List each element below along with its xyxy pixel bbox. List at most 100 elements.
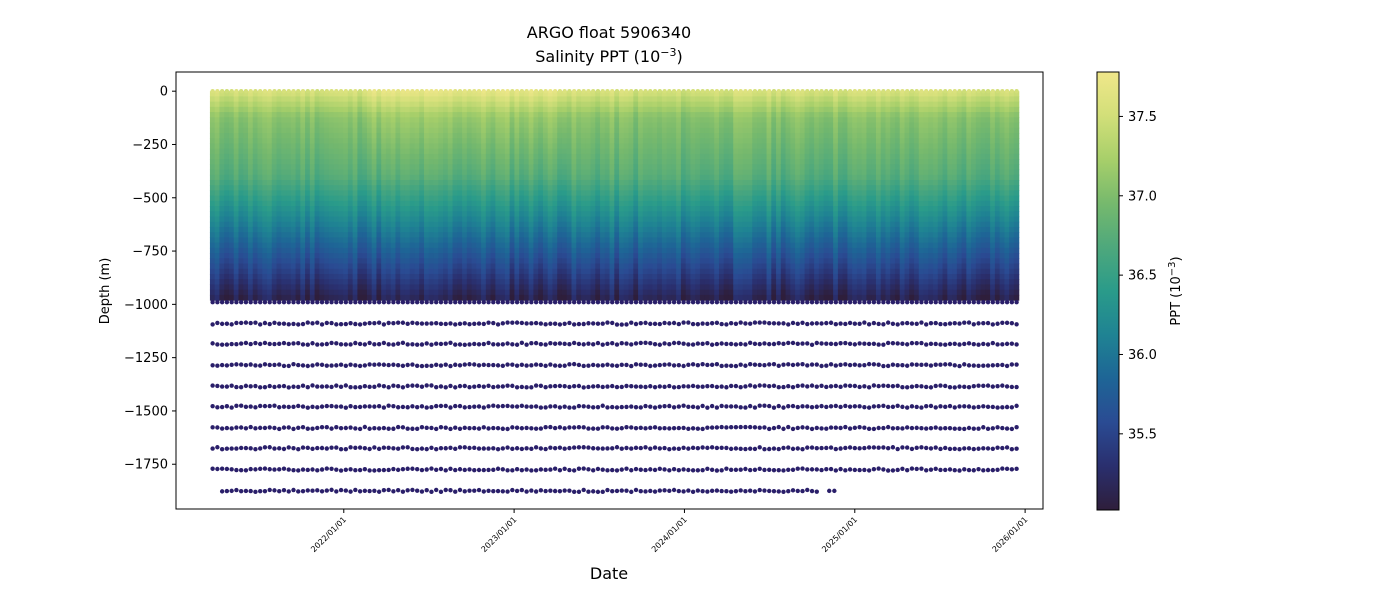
deep-point xyxy=(957,342,962,347)
deep-point xyxy=(410,404,415,409)
deep-point xyxy=(752,405,758,410)
deep-point xyxy=(505,426,510,432)
deep-point xyxy=(243,404,249,410)
deep-point xyxy=(448,426,453,432)
deep-point xyxy=(871,383,877,388)
deep-point xyxy=(457,467,463,472)
deep-point xyxy=(243,488,249,494)
deep-point xyxy=(800,341,805,346)
salinity-profile xyxy=(795,91,801,301)
deep-point xyxy=(966,425,972,431)
deep-point xyxy=(900,321,905,326)
deep-point xyxy=(467,425,472,431)
deep-point xyxy=(434,467,439,472)
deep-point xyxy=(614,384,620,390)
deep-point xyxy=(538,467,544,472)
deep-point xyxy=(581,385,586,390)
deep-point xyxy=(824,320,829,326)
deep-point xyxy=(538,383,544,388)
deep-point xyxy=(895,425,900,431)
deep-point xyxy=(405,383,410,389)
deep-point xyxy=(305,342,310,347)
deep-point xyxy=(557,425,563,430)
deep-point xyxy=(319,489,325,494)
deep-point xyxy=(376,403,382,409)
deep-point xyxy=(272,488,277,493)
surface-point xyxy=(495,88,501,94)
deep-point xyxy=(505,320,510,325)
deep-point xyxy=(224,425,230,431)
deep-point xyxy=(443,321,448,327)
deep-point xyxy=(343,300,349,305)
deep-point xyxy=(305,426,310,431)
deep-point xyxy=(467,404,472,410)
deep-point xyxy=(529,385,534,390)
deep-point xyxy=(353,340,358,346)
deep-point xyxy=(324,488,329,493)
deep-point xyxy=(291,426,296,432)
deep-point xyxy=(614,468,620,473)
deep-point xyxy=(709,362,715,368)
deep-point xyxy=(833,383,839,389)
deep-point xyxy=(767,446,772,452)
deep-point xyxy=(238,300,244,305)
deep-point xyxy=(762,362,767,368)
deep-point xyxy=(438,363,444,368)
deep-point xyxy=(591,384,596,389)
deep-point xyxy=(762,341,767,346)
deep-point xyxy=(215,300,220,305)
deep-point xyxy=(524,300,529,305)
deep-point xyxy=(776,446,781,452)
deep-point xyxy=(453,403,458,409)
surface-point xyxy=(976,88,981,94)
deep-point xyxy=(786,383,791,389)
deep-point xyxy=(914,466,919,472)
deep-point xyxy=(281,383,287,389)
deep-point xyxy=(595,466,601,472)
surface-point xyxy=(277,88,282,94)
salinity-profile xyxy=(267,91,273,301)
deep-point xyxy=(762,467,767,473)
surface-point xyxy=(876,88,881,94)
deep-point xyxy=(253,489,258,495)
deep-point xyxy=(529,404,534,409)
deep-point xyxy=(543,488,548,494)
deep-point xyxy=(857,321,862,327)
deep-point xyxy=(243,383,249,389)
deep-point xyxy=(600,300,605,305)
deep-point xyxy=(904,425,910,430)
deep-point xyxy=(405,300,410,305)
deep-point xyxy=(362,384,368,389)
deep-point xyxy=(348,300,353,305)
deep-point xyxy=(738,467,743,472)
deep-point xyxy=(567,467,572,473)
deep-point xyxy=(633,362,639,367)
deep-point xyxy=(548,384,553,389)
deep-point xyxy=(500,446,506,451)
deep-point xyxy=(581,466,586,471)
deep-point xyxy=(438,445,444,451)
deep-point xyxy=(714,445,720,451)
deep-point xyxy=(747,424,753,430)
deep-point xyxy=(552,363,558,368)
deep-point xyxy=(695,468,701,473)
salinity-profile xyxy=(761,91,768,301)
deep-point xyxy=(909,300,915,305)
surface-point xyxy=(714,88,720,94)
deep-point xyxy=(605,487,610,493)
deep-point xyxy=(681,341,686,346)
surface-point xyxy=(571,88,577,94)
surface-point xyxy=(705,88,710,94)
salinity-profile xyxy=(433,91,439,301)
surface-point xyxy=(924,88,929,94)
deep-point xyxy=(681,300,686,305)
deep-point xyxy=(904,405,910,410)
deep-point xyxy=(971,446,976,452)
deep-point xyxy=(391,466,396,472)
deep-point xyxy=(334,425,339,430)
deep-point xyxy=(885,446,891,451)
deep-point xyxy=(981,446,986,451)
deep-point xyxy=(614,405,620,410)
deep-point xyxy=(871,426,877,432)
deep-point xyxy=(781,300,786,305)
